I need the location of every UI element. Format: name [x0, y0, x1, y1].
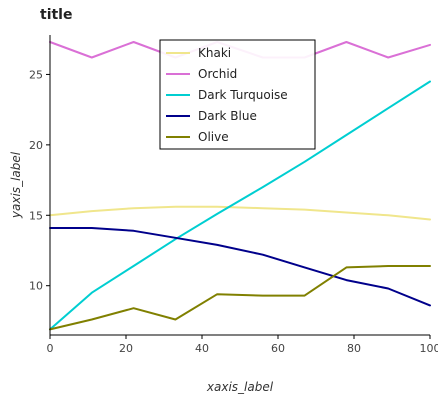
x-tick-label: 100 — [420, 342, 438, 355]
series-line-olive — [49, 265, 431, 331]
legend-label: Dark Turquoise — [198, 88, 288, 102]
series-line-dark-blue — [49, 227, 431, 307]
legend-label: Olive — [198, 130, 229, 144]
y-axis: 10 15 20 25 — [29, 35, 51, 335]
x-tick-label: 0 — [47, 342, 54, 355]
legend-label: Dark Blue — [198, 109, 257, 123]
x-tick-label: 80 — [347, 342, 361, 355]
legend-label: Orchid — [198, 67, 237, 81]
chart-title: title — [40, 7, 72, 23]
x-tick-label: 40 — [195, 342, 209, 355]
x-tick-label: 20 — [119, 342, 133, 355]
x-axis-title: xaxis_label — [206, 380, 274, 394]
y-tick-label: 25 — [29, 68, 43, 81]
legend-label: Khaki — [198, 46, 231, 60]
y-tick-label: 20 — [29, 139, 43, 152]
series-line-dark-turquoise — [49, 80, 431, 331]
y-axis-title: yaxis_label — [9, 151, 23, 219]
y-tick-label: 15 — [29, 209, 43, 222]
x-tick-label: 60 — [271, 342, 285, 355]
plot-area — [49, 41, 431, 331]
legend: Khaki Orchid Dark Turquoise Dark Blue Olive — [159, 39, 316, 150]
x-axis: 0 20 40 60 80 100 — [47, 334, 438, 355]
y-tick-label: 10 — [29, 280, 43, 293]
series-line-khaki — [49, 205, 431, 221]
